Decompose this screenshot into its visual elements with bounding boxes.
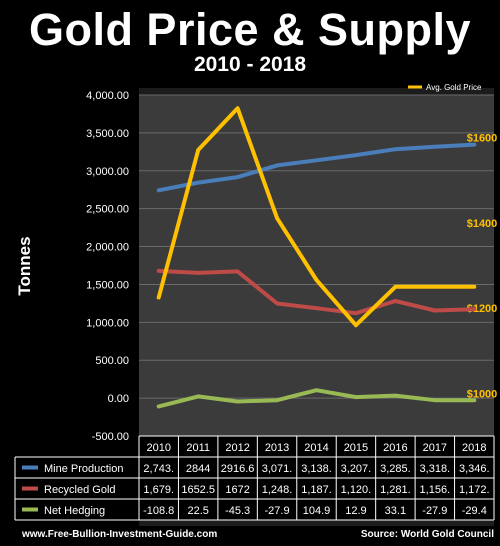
y-tick-label: 3,000.00 [86, 166, 129, 178]
data-label: 1,281. [380, 484, 411, 496]
y-tick-label: 500.00 [95, 355, 129, 367]
data-label: 2,743. [143, 463, 174, 475]
x-tick-label: 2016 [383, 442, 407, 454]
y-tick-label: 1,000.00 [86, 317, 129, 329]
y-tick-label: 4,000.00 [86, 90, 129, 102]
y-tick-label: -500.00 [92, 431, 129, 443]
y2-tick-label: $1000 [467, 388, 498, 400]
data-label: 3,071. [262, 463, 293, 475]
data-label: 33.1 [385, 505, 406, 517]
data-label: 1,248. [262, 484, 293, 496]
x-tick-label: 2013 [265, 442, 289, 454]
data-label: 1652.5 [181, 484, 215, 496]
data-label: -29.4 [462, 505, 487, 517]
x-tick-label: 2012 [225, 442, 249, 454]
data-label: 12.9 [345, 505, 366, 517]
source-credit: Source: World Gold Council [360, 529, 494, 540]
data-label: 2916.6 [221, 463, 255, 475]
chart-subtitle: 2010 - 2018 [193, 53, 307, 76]
legend-label: Recycled Gold [44, 484, 116, 496]
x-tick-label: 2014 [304, 442, 328, 454]
data-label: -27.9 [422, 505, 447, 517]
y-axis-title: Tonnes [15, 236, 34, 295]
y-tick-label: 3,500.00 [86, 128, 129, 140]
x-tick-label: 2017 [423, 442, 447, 454]
table-body-bg [15, 457, 494, 520]
data-label: -27.9 [265, 505, 290, 517]
legend-label: Avg. Gold Price [426, 83, 482, 92]
data-label: 1672 [225, 484, 249, 496]
legend-label: Net Hedging [44, 505, 105, 517]
y2-tick-label: $1600 [467, 133, 498, 145]
chart-title: Gold Price & Supply [28, 4, 472, 55]
x-tick-label: 2015 [344, 442, 368, 454]
y2-tick-label: $1200 [467, 303, 498, 315]
x-tick-label: 2011 [186, 442, 210, 454]
y-tick-label: 0.00 [108, 393, 129, 405]
data-label: 1,187. [301, 484, 332, 496]
data-label: 1,679. [143, 484, 174, 496]
x-tick-label: 2010 [146, 442, 170, 454]
data-label: 1,156. [420, 484, 451, 496]
data-label: 3,138. [301, 463, 332, 475]
data-label: 22.5 [187, 505, 208, 517]
data-label: 1,120. [341, 484, 372, 496]
data-label: 3,318. [420, 463, 451, 475]
y-tick-label: 1,500.00 [86, 279, 129, 291]
data-label: 104.9 [303, 505, 331, 517]
data-label: -108.8 [143, 505, 174, 517]
x-tick-label: 2018 [462, 442, 486, 454]
data-label: 3,285. [380, 463, 411, 475]
data-label: 3,346. [459, 463, 490, 475]
y-tick-label: 2,000.00 [86, 242, 129, 254]
data-label: 1,172. [459, 484, 490, 496]
table-header-bg [139, 436, 494, 457]
data-label: 3,207. [341, 463, 372, 475]
y2-tick-label: $1400 [467, 218, 498, 230]
data-label: 2844 [186, 463, 210, 475]
data-label: -45.3 [225, 505, 250, 517]
website-credit: www.Free-Bullion-Investment-Guide.com [22, 529, 218, 540]
legend-label: Mine Production [44, 463, 124, 475]
y-tick-label: 2,500.00 [86, 204, 129, 216]
